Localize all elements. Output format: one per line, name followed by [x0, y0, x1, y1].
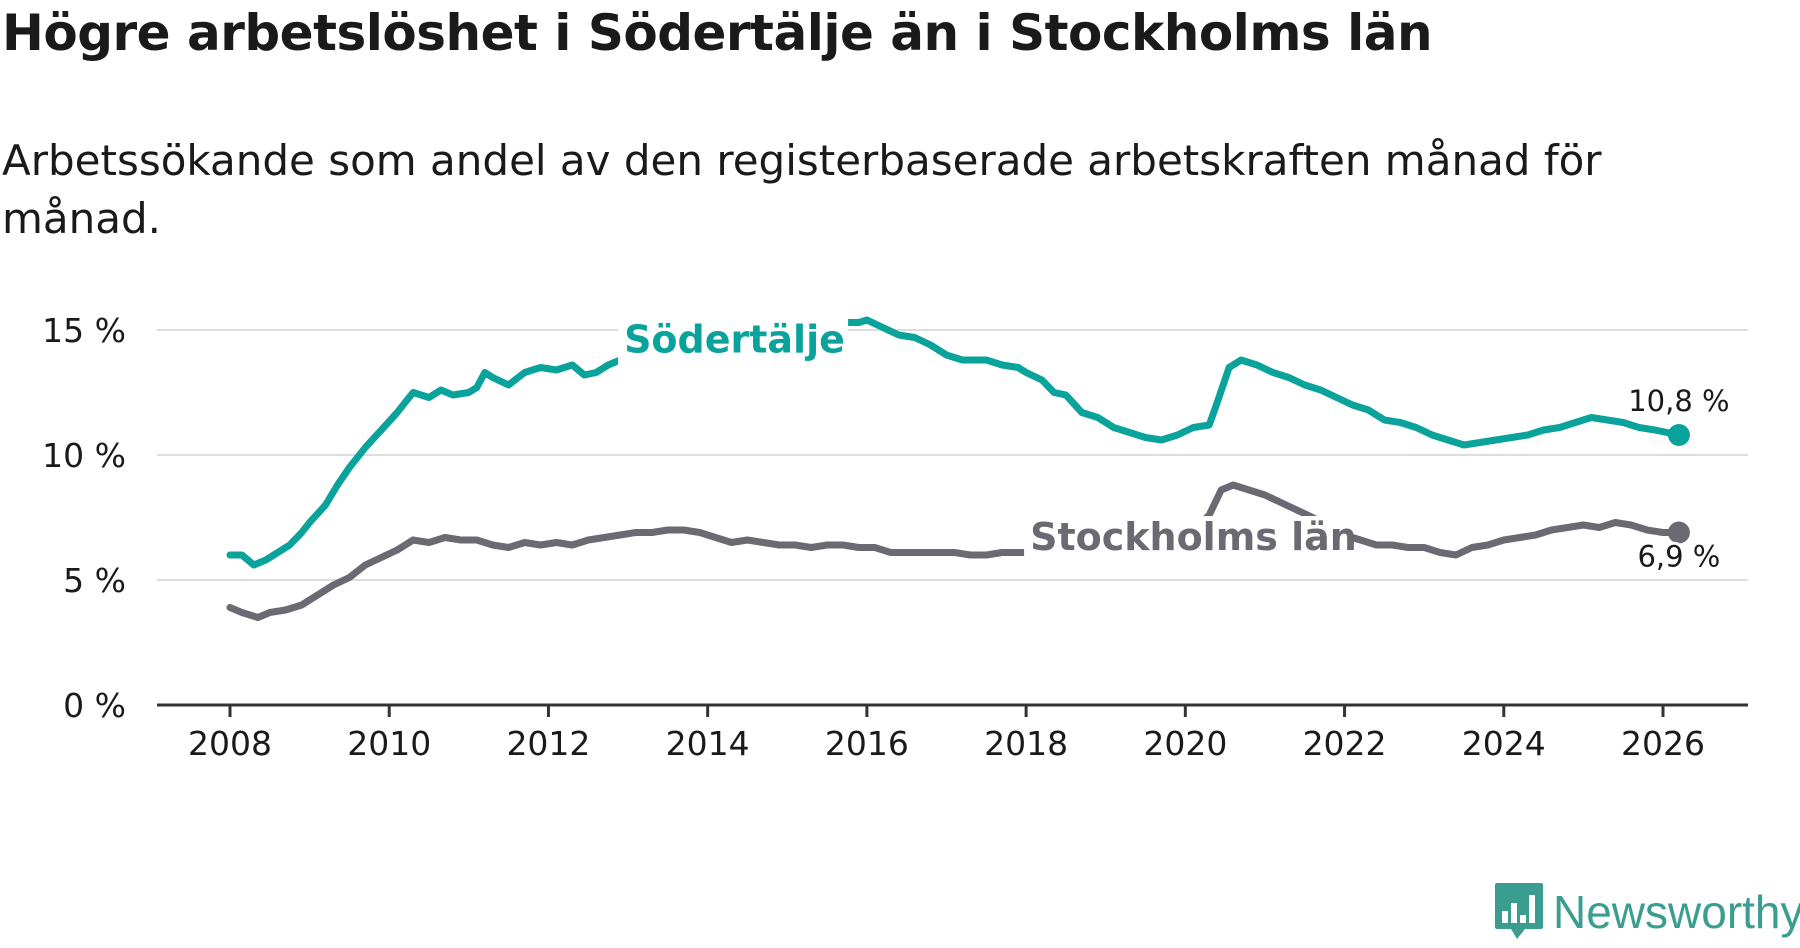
series-end-point	[1667, 424, 1690, 446]
x-tick-label: 2014	[666, 724, 750, 763]
end-label-stockholms-lan: 6,9 %	[1637, 540, 1720, 574]
x-tick-label: 2008	[188, 724, 272, 763]
series-lines	[226, 316, 1690, 621]
x-tick-label: 2024	[1462, 724, 1546, 763]
axes: 0 % 5 % 10 % 15 % 2008 2010 2012 2014 2016 2018 20…	[42, 311, 1748, 763]
series-line-0	[226, 316, 1683, 569]
y-tick-label: 0 %	[63, 686, 126, 725]
end-label-sodertalje: 10,8 %	[1628, 384, 1729, 418]
x-tick-label: 2026	[1621, 724, 1705, 763]
brand-logo: Newsworthy	[1493, 880, 1800, 944]
chart-title: Högre arbetslöshet i Södertälje än i Sto…	[2, 4, 1433, 62]
y-tick-label: 15 %	[42, 311, 126, 350]
x-tick-label: 2018	[984, 724, 1068, 763]
y-tick-label: 10 %	[42, 436, 126, 475]
brand-name: Newsworthy	[1553, 886, 1800, 938]
data-labels: Södertälje 10,8 % Stockholms län 6,9 %	[618, 318, 1733, 577]
x-tick-label: 2020	[1143, 724, 1227, 763]
label-sodertalje: Södertälje	[624, 318, 845, 362]
newsworthy-logo-icon	[1495, 883, 1543, 939]
series-label-bg	[1024, 516, 1353, 562]
x-tick-label: 2012	[506, 724, 590, 763]
series-label-bg	[618, 318, 849, 365]
gridlines	[157, 329, 1748, 581]
x-tick-label: 2016	[825, 724, 909, 763]
y-tick-label: 5 %	[63, 561, 126, 600]
series-end-point	[1667, 521, 1690, 544]
x-tick-label: 2010	[347, 724, 431, 763]
x-tick-label: 2022	[1303, 724, 1387, 763]
series-line-1	[226, 481, 1683, 621]
chart-subtitle: Arbetssökande som andel av den registerb…	[2, 136, 1602, 243]
label-stockholms-lan: Stockholms län	[1030, 515, 1357, 559]
